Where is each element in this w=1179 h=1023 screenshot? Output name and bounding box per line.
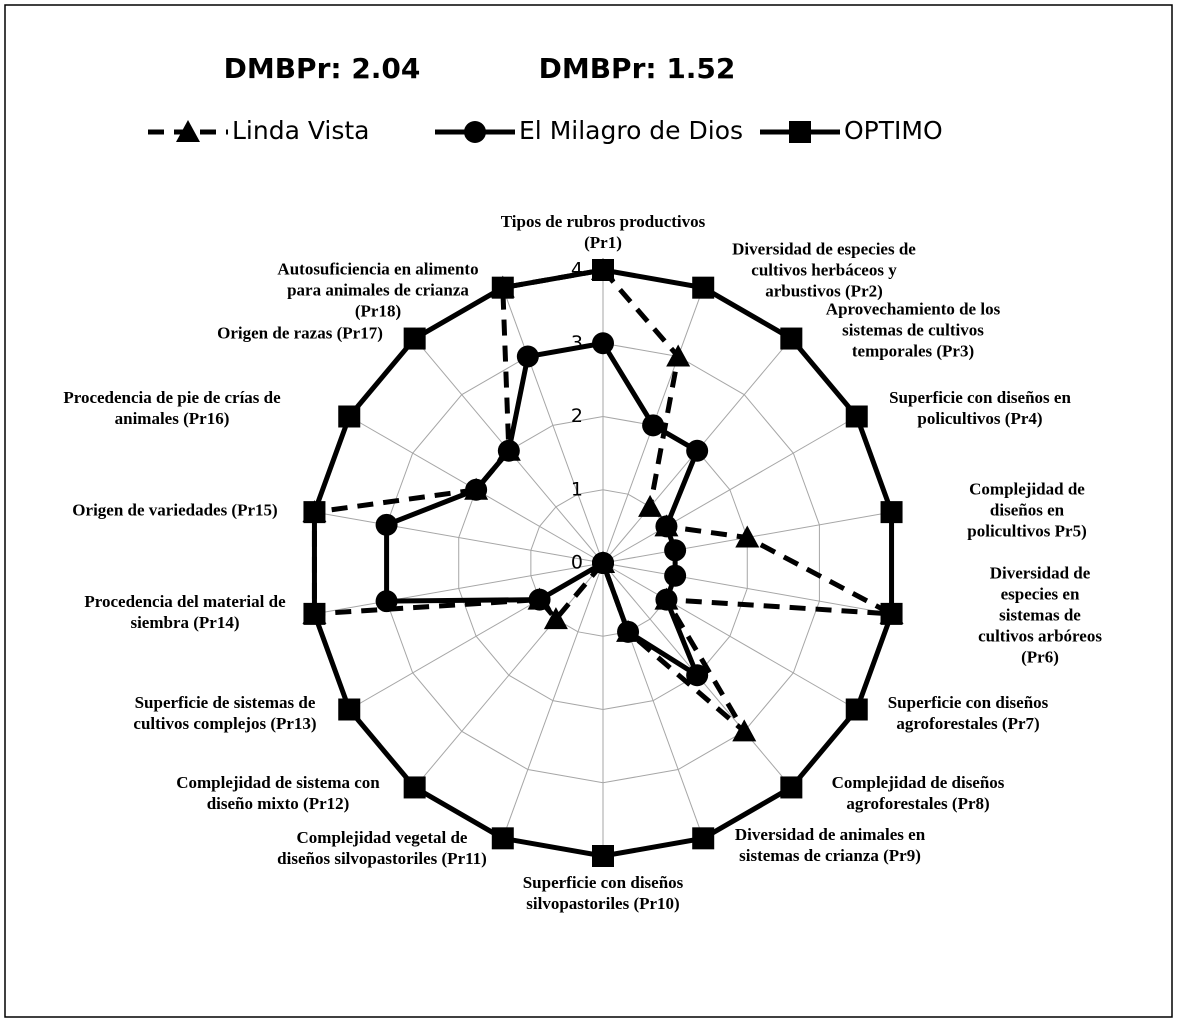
marker [666, 344, 691, 367]
marker [302, 601, 327, 624]
spoke [602, 562, 892, 615]
marker [845, 698, 868, 721]
marker [880, 501, 903, 524]
marker [375, 513, 398, 536]
category-label: Diversidad de especies en sistemas de cu… [978, 563, 1102, 667]
frame [4, 4, 1173, 1018]
marker [692, 276, 715, 299]
category-label: Origen de variedades (Pr15) [72, 500, 278, 520]
spoke [602, 416, 857, 564]
tick-label: 2 [571, 405, 583, 427]
annotation: DMBPr: 1.52 [539, 52, 736, 85]
marker [527, 587, 552, 610]
spoke [502, 562, 604, 839]
category-label: Superficie de sistemas de cultivos compl… [133, 693, 317, 733]
marker [491, 827, 514, 850]
marker [686, 664, 709, 687]
marker [692, 827, 715, 850]
spoke [314, 562, 604, 615]
legend-marker [789, 121, 811, 143]
marker [403, 776, 426, 799]
legend-marker [176, 120, 200, 142]
marker [591, 258, 615, 280]
marker [591, 551, 615, 573]
category-label: Complejidad vegetal de diseños silvopast… [277, 828, 487, 868]
marker [845, 405, 868, 428]
spoke [602, 562, 857, 710]
category-label: Superficie con diseños agroforestales (P… [887, 693, 1049, 733]
category-label: Origen de razas (Pr17) [217, 323, 383, 343]
marker [664, 539, 687, 562]
marker [302, 500, 327, 523]
marker [338, 405, 361, 428]
spoke [414, 562, 604, 788]
category-label: Procedencia de pie de crías de animales … [63, 388, 281, 428]
legend-marker [464, 121, 486, 143]
marker [879, 601, 904, 624]
marker [654, 587, 679, 610]
category-label: Aprovechamiento de los sistemas de culti… [825, 299, 1001, 361]
marker [338, 698, 361, 721]
category-label: Diversidad de especies de cultivos herbá… [732, 239, 916, 301]
category-label: Autosuficiencia en alimento para animale… [277, 259, 479, 321]
marker [490, 275, 515, 298]
marker [592, 332, 614, 355]
category-label: Diversidad de animales en sistemas de cr… [734, 825, 926, 865]
spoke [502, 287, 604, 564]
category-label: Complejidad de sistema con diseño mixto … [176, 773, 380, 813]
annotation: DMBPr: 2.04 [224, 52, 421, 85]
legend-label: El Milagro de Dios [519, 116, 743, 145]
marker [464, 477, 489, 500]
tick-label: 0 [571, 552, 583, 574]
marker [654, 514, 679, 537]
category-label: Procedencia del material de siembra (Pr1… [84, 592, 286, 632]
category-label: Complejidad de diseños agroforestales (P… [831, 773, 1005, 813]
marker [616, 619, 641, 642]
marker [638, 494, 663, 517]
marker [664, 564, 687, 587]
marker [496, 438, 521, 461]
category-label: Tipos de rubros productivos (Pr1) [500, 212, 706, 252]
marker [543, 607, 568, 630]
marker [686, 439, 709, 462]
marker [516, 345, 539, 368]
category-label: Superficie con diseños en policultivos (… [889, 388, 1071, 428]
marker [735, 525, 760, 548]
category-label: Complejidad de diseños en policultivos P… [967, 479, 1087, 541]
marker [780, 327, 803, 350]
marker [592, 845, 614, 867]
marker [403, 327, 426, 350]
marker [780, 776, 803, 799]
spoke [314, 511, 604, 564]
tick-label: 1 [571, 478, 583, 500]
legend-label: OPTIMO [844, 116, 943, 145]
legend-label: Linda Vista [232, 116, 370, 145]
category-label: Superficie con diseños silvopastoriles (… [522, 873, 684, 913]
marker [732, 719, 757, 742]
marker [642, 414, 665, 437]
